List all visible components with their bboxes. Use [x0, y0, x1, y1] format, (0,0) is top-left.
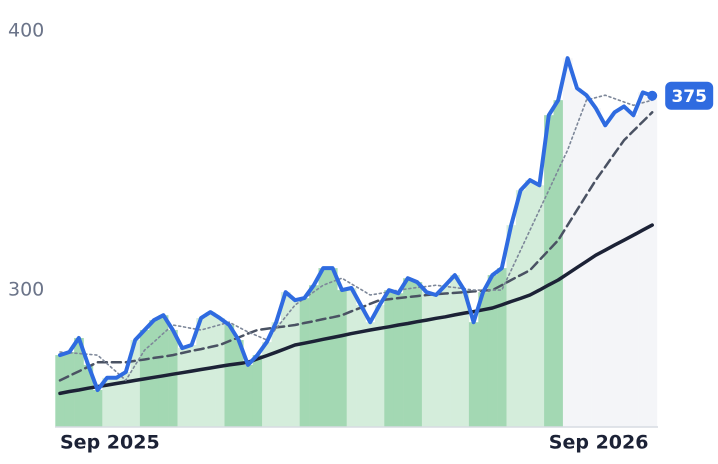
- x-tick-label: Sep 2026: [549, 432, 649, 454]
- series-line: [58, 56, 655, 392]
- shade-bar: [525, 180, 535, 427]
- shade-bar: [506, 225, 517, 427]
- shade-bar: [412, 282, 423, 427]
- shade-bar: [562, 58, 573, 428]
- shade-bar: [534, 185, 545, 427]
- shade-bar: [74, 337, 84, 427]
- y-tick-label: 300: [8, 278, 44, 300]
- shade-bar: [262, 342, 272, 427]
- shade-bar: [327, 268, 338, 427]
- shade-bar: [92, 389, 103, 427]
- shade-bar: [168, 329, 178, 427]
- shade-bar: [356, 305, 366, 427]
- shade-bar: [280, 292, 291, 427]
- shade-bar: [544, 115, 554, 427]
- shade-bar: [252, 355, 263, 427]
- shade-bar: [130, 340, 141, 427]
- bar-layer: [55, 58, 658, 428]
- shade-bar: [102, 377, 112, 427]
- shade-bar: [337, 290, 347, 427]
- shade-bar: [290, 300, 300, 427]
- shade-bar: [384, 290, 394, 427]
- shade-bar: [628, 115, 639, 427]
- shade-bar: [638, 92, 648, 428]
- shade-bar: [177, 348, 188, 427]
- end-label-box: [665, 81, 714, 110]
- shade-bar: [497, 268, 507, 427]
- shade-bar: [111, 377, 122, 427]
- shade-bar: [365, 322, 376, 427]
- shade-bar: [233, 340, 244, 427]
- shade-bar: [619, 106, 629, 427]
- shade-bar: [487, 275, 498, 427]
- shade-bar: [374, 305, 385, 427]
- shade-bar: [450, 275, 460, 427]
- shade-bar: [83, 364, 94, 427]
- shade-bar: [572, 88, 582, 427]
- series-line: [59, 94, 653, 382]
- series-line: [58, 111, 654, 382]
- shade-bar: [224, 325, 235, 427]
- shade-bar: [403, 278, 413, 427]
- y-tick-label: 400: [8, 20, 44, 42]
- shade-bar: [553, 100, 564, 427]
- shade-bar: [591, 108, 601, 427]
- shade-bar: [309, 285, 319, 427]
- shade-bar: [515, 190, 526, 427]
- shade-bar: [647, 95, 658, 427]
- shade-bar: [186, 344, 197, 427]
- shade-bar: [318, 268, 329, 427]
- shade-bar: [121, 372, 131, 427]
- shade-bar: [271, 322, 282, 427]
- end-label: 375: [671, 87, 707, 107]
- end-dot: [647, 90, 658, 101]
- series-line: [58, 223, 654, 396]
- shade-bar: [243, 364, 253, 427]
- shade-bar: [158, 315, 169, 427]
- shade-bar: [196, 318, 206, 427]
- shade-bar: [609, 112, 620, 428]
- shade-bar: [440, 285, 451, 427]
- shade-bar: [215, 318, 225, 427]
- shade-bar: [459, 290, 470, 427]
- shade-bar: [468, 322, 479, 427]
- shade-bar: [478, 292, 488, 427]
- shade-bar: [393, 293, 404, 427]
- shade-bar: [64, 351, 75, 427]
- shade-bar: [600, 125, 611, 428]
- shade-bar: [431, 295, 441, 427]
- shade-bar: [299, 298, 310, 427]
- shade-bar: [346, 288, 357, 427]
- shade-bar: [421, 292, 432, 427]
- shade-bar: [55, 355, 65, 427]
- x-tick-label: Sep 2025: [60, 432, 160, 454]
- shade-bar: [149, 320, 159, 427]
